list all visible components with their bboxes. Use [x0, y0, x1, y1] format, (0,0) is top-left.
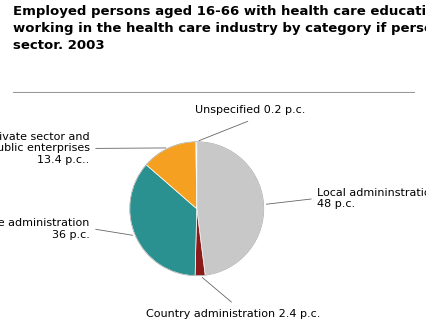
Text: State administration
36 p.c.: State administration 36 p.c.	[0, 218, 89, 240]
Wedge shape	[146, 142, 196, 209]
Text: Country administration 2.4 p.c.: Country administration 2.4 p.c.	[146, 309, 320, 319]
Text: Local admininstration
48 p.c.: Local admininstration 48 p.c.	[317, 188, 426, 210]
Wedge shape	[196, 142, 263, 275]
Text: Employed persons aged 16-66 with health care education who are
working in the he: Employed persons aged 16-66 with health …	[13, 5, 426, 52]
Text: Private sector and
public enterprises
13.4 p.c..: Private sector and public enterprises 13…	[0, 132, 89, 165]
Text: Unspecified 0.2 p.c.: Unspecified 0.2 p.c.	[195, 105, 305, 115]
Wedge shape	[195, 209, 204, 276]
Wedge shape	[130, 165, 196, 276]
